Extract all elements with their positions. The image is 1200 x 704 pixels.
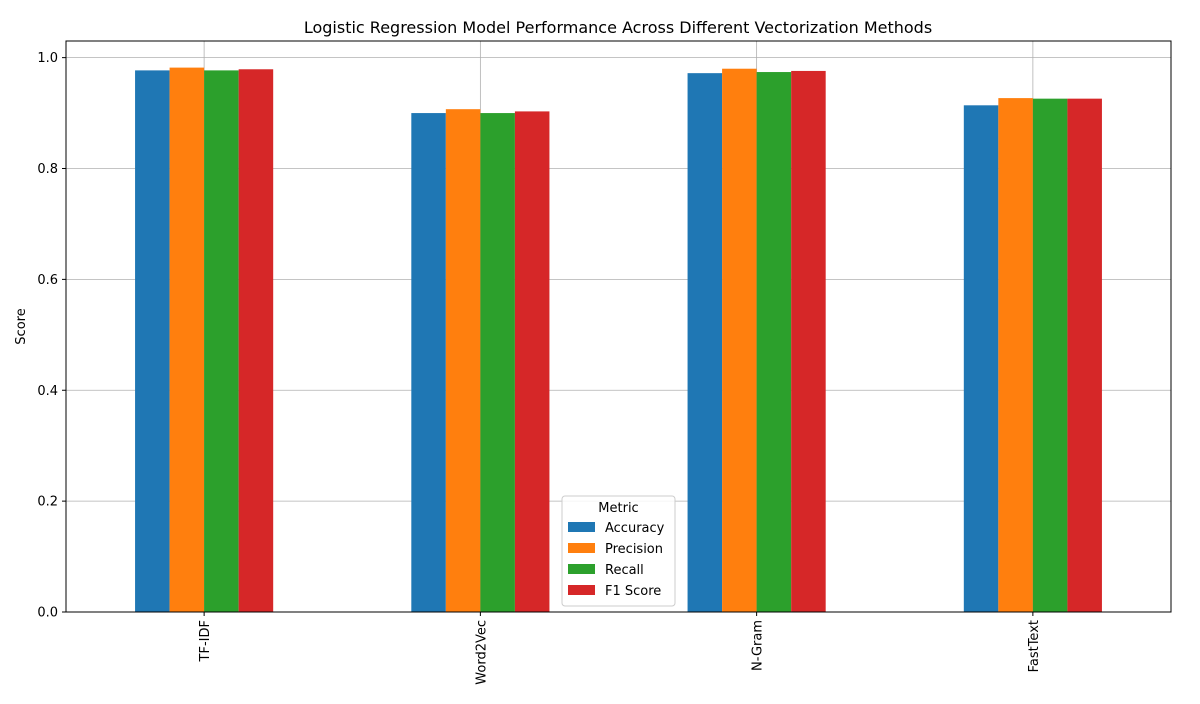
legend-swatch: [568, 522, 595, 532]
legend-swatch: [568, 564, 595, 574]
bar-accuracy: [135, 70, 170, 613]
bar-f1-score: [791, 70, 826, 613]
bar-accuracy: [687, 73, 723, 613]
legend-entry-label: Accuracy: [605, 521, 665, 536]
bar-recall: [1032, 98, 1068, 613]
legend: Metric Accuracy Precision Recall F1 Score: [561, 495, 676, 607]
legend-title: Metric: [598, 501, 638, 516]
bar-f1-score: [238, 69, 274, 612]
bar-recall: [756, 72, 792, 612]
bar-accuracy: [963, 105, 999, 612]
bar-recall: [204, 70, 239, 613]
legend-entry-label: Precision: [605, 542, 663, 557]
x-tick-label: TF-IDF: [198, 620, 213, 662]
bar-f1-score: [514, 111, 550, 613]
axes-layer: 0.0 0.2 0.4 0.6 0.8 1.0 TF-IDF Word2Vec N-Gram Fa…: [37, 40, 1172, 685]
bars-layer: [135, 67, 1102, 613]
chart-title: Logistic Regression Model Performance Ac…: [304, 18, 932, 37]
y-tick-label: 0.8: [37, 162, 58, 177]
bar-recall: [480, 113, 515, 612]
y-tick-label: 0.0: [37, 606, 58, 621]
y-tick-label: 0.2: [37, 495, 58, 510]
plot-frame: [65, 40, 1172, 613]
bar-precision: [998, 98, 1033, 613]
x-tick-label: FastText: [1027, 620, 1042, 672]
bar-accuracy: [411, 113, 446, 612]
legend-swatch: [568, 585, 595, 595]
x-tick-label: N-Gram: [751, 620, 766, 671]
y-tick-label: 1.0: [37, 51, 58, 66]
y-tick-label: 0.6: [37, 273, 58, 288]
legend-entry-label: Recall: [605, 563, 644, 578]
bar-precision: [169, 67, 205, 612]
bar-precision: [722, 68, 757, 612]
y-axis-label: Score: [14, 308, 29, 344]
bar-f1-score: [1067, 98, 1102, 613]
x-tick-label: Word2Vec: [474, 620, 489, 685]
legend-swatch: [568, 543, 595, 553]
bar-precision: [445, 109, 481, 612]
legend-entry-label: F1 Score: [605, 584, 661, 599]
y-tick-label: 0.4: [37, 384, 58, 399]
